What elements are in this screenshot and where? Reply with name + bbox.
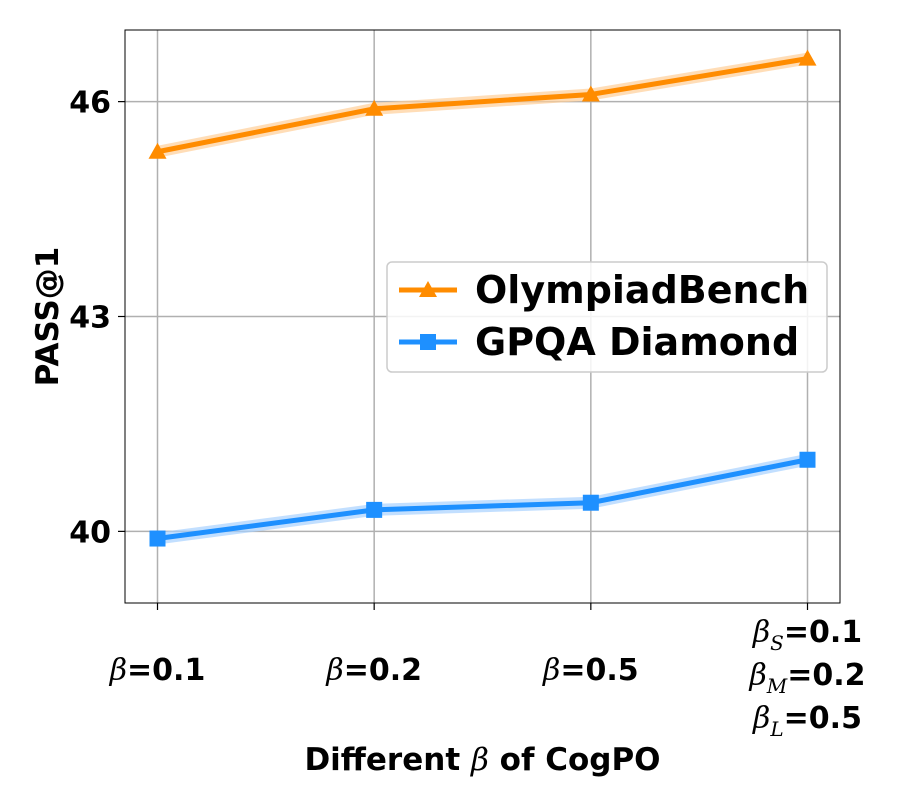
- series-line-1: [155, 457, 810, 542]
- legend-marker: [420, 334, 436, 350]
- series-line-0: [155, 56, 810, 155]
- data-point: [148, 142, 167, 159]
- y-tick-label: 43: [69, 301, 111, 336]
- data-point: [149, 530, 166, 547]
- series-band-0: [157, 52, 808, 158]
- x-axis-label-symbol: β: [470, 742, 489, 778]
- x-tick-label: β=0.5: [542, 653, 639, 688]
- x-axis-label-prefix: Different: [304, 742, 471, 778]
- confidence-bands: [157, 52, 808, 545]
- data-point: [798, 49, 817, 66]
- axis-ticks: 40 43 46 β=0.1 β=0.2 β=0.5 βS=0.1βM=0.2βL=0.5: [69, 86, 865, 741]
- data-point: [799, 451, 816, 468]
- data-point: [366, 501, 383, 518]
- y-tick-label: 46: [69, 86, 111, 121]
- data-point: [365, 99, 384, 116]
- x-tick-label: βM=0.2: [748, 658, 865, 698]
- legend-label: GPQA Diamond: [475, 320, 799, 364]
- x-tick-label: β=0.1: [109, 653, 206, 688]
- x-axis-label: Different β of CogPO: [304, 742, 660, 778]
- x-tick-label: βL=0.5: [752, 701, 862, 741]
- legend: OlympiadBench GPQA Diamond: [386, 261, 828, 373]
- y-tick-label: 40: [69, 515, 111, 550]
- legend-box: [386, 261, 828, 373]
- x-axis-label-suffix: of CogPO: [489, 742, 661, 778]
- legend-marker: [419, 281, 437, 297]
- x-tick-label: βS=0.1: [752, 615, 862, 655]
- data-point: [581, 85, 600, 102]
- y-axis-label: PASS@1: [30, 247, 66, 387]
- data-point: [582, 494, 599, 511]
- series-band-1: [157, 453, 808, 545]
- x-tick-label: β=0.2: [325, 653, 422, 688]
- legend-label: OlympiadBench: [475, 268, 809, 312]
- series-lines: [148, 49, 817, 547]
